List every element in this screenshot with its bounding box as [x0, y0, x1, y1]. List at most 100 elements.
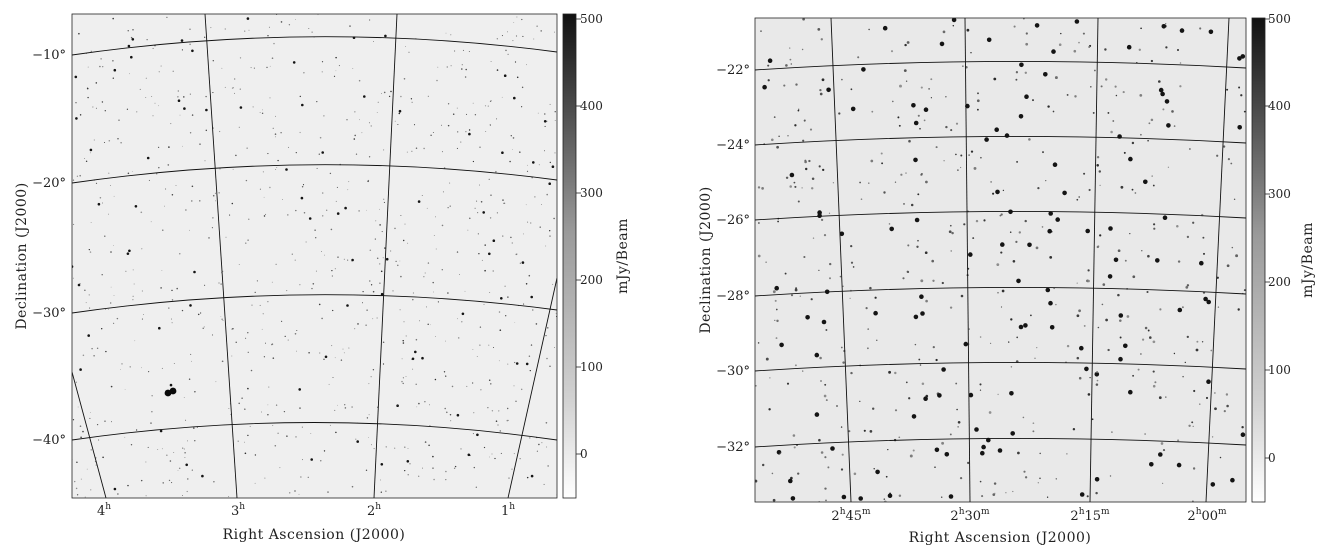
point-source	[183, 448, 185, 450]
point-source	[269, 186, 271, 189]
point-source	[259, 304, 261, 306]
point-source	[867, 328, 870, 330]
point-source	[405, 335, 407, 337]
point-source	[1157, 80, 1161, 83]
point-source	[898, 436, 901, 439]
point-source	[412, 292, 414, 294]
point-source	[1107, 274, 1113, 279]
point-source	[812, 237, 815, 239]
point-source	[383, 201, 385, 203]
point-source	[1053, 287, 1055, 290]
point-source	[468, 129, 471, 131]
right-y-tick: −26°	[716, 213, 750, 228]
point-source	[244, 30, 246, 32]
point-source	[956, 408, 958, 411]
point-source	[234, 78, 236, 80]
point-source	[211, 227, 213, 229]
point-source	[507, 53, 509, 56]
point-source	[85, 160, 88, 163]
point-source	[311, 31, 313, 33]
point-source	[1085, 228, 1090, 234]
point-source	[332, 376, 334, 379]
point-source	[376, 257, 379, 259]
point-source	[1155, 258, 1160, 263]
point-source	[530, 474, 534, 478]
point-source	[91, 347, 93, 350]
point-source	[907, 270, 910, 274]
point-source	[990, 181, 992, 183]
point-source	[819, 356, 822, 360]
right-colorbar-tick: 400	[1268, 99, 1291, 113]
point-source	[219, 168, 221, 170]
point-source	[1105, 318, 1108, 322]
left-grid	[72, 14, 557, 498]
point-source	[368, 19, 371, 21]
point-source	[824, 456, 827, 459]
point-source	[553, 217, 555, 220]
point-source	[347, 259, 349, 261]
point-source	[90, 449, 92, 451]
point-source	[457, 337, 460, 339]
point-source	[1032, 430, 1035, 433]
point-source	[238, 402, 240, 405]
point-source	[528, 274, 531, 277]
point-source	[282, 199, 283, 200]
point-source	[126, 252, 130, 255]
point-source	[940, 496, 943, 498]
point-source	[457, 318, 458, 320]
point-source	[411, 357, 415, 361]
point-source	[426, 207, 428, 209]
point-source	[199, 200, 201, 202]
point-source	[480, 389, 482, 391]
point-source	[118, 119, 120, 121]
point-source	[383, 91, 386, 94]
point-source	[1048, 211, 1053, 216]
point-source	[913, 120, 919, 126]
point-source	[1072, 427, 1076, 431]
point-source	[95, 464, 97, 466]
point-source	[1028, 138, 1031, 141]
point-source	[335, 70, 337, 72]
point-source	[238, 264, 240, 265]
point-source	[318, 153, 320, 155]
point-source	[554, 31, 555, 33]
point-source	[850, 244, 853, 248]
point-source	[549, 161, 551, 164]
point-source	[506, 419, 509, 422]
point-source	[318, 303, 321, 306]
point-source	[113, 487, 117, 491]
point-source	[108, 172, 110, 174]
point-source	[1206, 299, 1211, 305]
point-source	[804, 159, 807, 162]
right-y-tick: −24°	[716, 138, 750, 153]
point-source	[110, 251, 112, 253]
point-source	[264, 477, 266, 479]
point-source	[1202, 252, 1206, 255]
point-source	[412, 368, 414, 370]
point-source	[247, 388, 249, 390]
point-source	[272, 357, 275, 359]
point-source	[545, 335, 547, 337]
point-source	[121, 363, 123, 365]
point-source	[842, 361, 845, 364]
point-source	[315, 270, 317, 272]
point-source	[104, 110, 106, 112]
point-source	[210, 27, 212, 29]
point-source	[402, 239, 405, 242]
point-source	[179, 114, 181, 116]
point-source	[381, 231, 383, 233]
point-source	[398, 109, 402, 113]
point-source	[158, 166, 160, 169]
point-source	[143, 313, 144, 315]
left-image	[72, 14, 557, 498]
point-source	[239, 88, 241, 90]
point-source	[920, 311, 925, 316]
point-source	[529, 437, 531, 439]
point-source	[767, 58, 773, 63]
point-source	[814, 412, 820, 417]
right-y-tick: −22°	[716, 63, 750, 78]
point-source	[380, 292, 384, 296]
point-source	[511, 468, 513, 470]
point-source	[381, 93, 382, 94]
point-source	[205, 129, 208, 132]
